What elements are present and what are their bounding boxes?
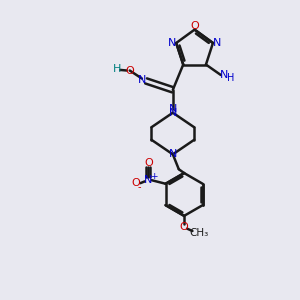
- Text: N: N: [144, 175, 152, 184]
- Text: N: N: [168, 38, 176, 48]
- Text: N: N: [220, 70, 229, 80]
- Text: O: O: [132, 178, 140, 188]
- Text: N: N: [138, 75, 147, 85]
- Text: O: O: [125, 65, 134, 76]
- Text: O: O: [180, 222, 188, 232]
- Text: N: N: [169, 108, 177, 118]
- Text: H: H: [227, 73, 234, 83]
- Text: O: O: [144, 158, 153, 168]
- Text: N: N: [169, 149, 177, 159]
- Text: O: O: [191, 21, 200, 31]
- Text: +: +: [150, 172, 158, 181]
- Text: CH₃: CH₃: [189, 227, 208, 238]
- Text: N: N: [213, 38, 222, 48]
- Text: H: H: [112, 64, 121, 74]
- Text: -: -: [138, 182, 142, 192]
- Text: N: N: [169, 104, 177, 114]
